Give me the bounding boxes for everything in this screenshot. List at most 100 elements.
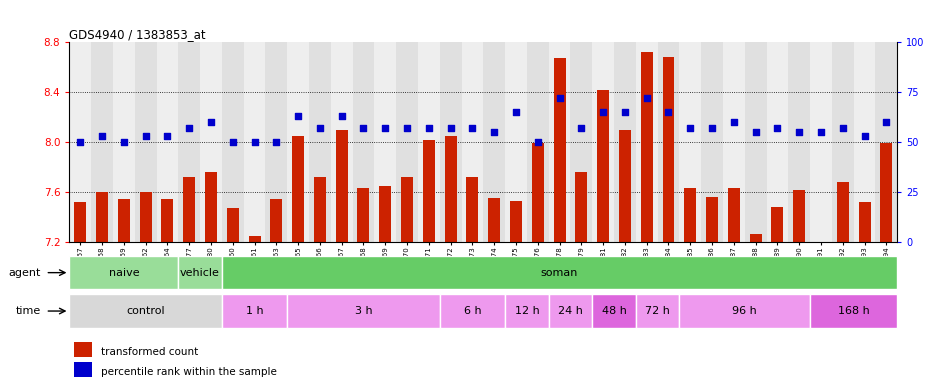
- Point: [879, 119, 894, 125]
- Bar: [309, 42, 331, 242]
- Point: [770, 125, 784, 131]
- Bar: [179, 256, 222, 289]
- Text: GDS4940 / 1383853_at: GDS4940 / 1383853_at: [69, 28, 206, 41]
- Bar: [265, 42, 288, 242]
- Text: agent: agent: [8, 268, 41, 278]
- Bar: [505, 42, 527, 242]
- Text: percentile rank within the sample: percentile rank within the sample: [101, 366, 277, 377]
- Bar: [505, 295, 549, 328]
- Bar: [614, 42, 635, 242]
- Bar: [875, 42, 897, 242]
- Text: 12 h: 12 h: [514, 306, 539, 316]
- Point: [138, 133, 153, 139]
- Bar: [635, 42, 658, 242]
- Text: 168 h: 168 h: [838, 306, 870, 316]
- Bar: [222, 256, 897, 289]
- Point: [313, 125, 327, 131]
- Point: [661, 109, 676, 115]
- Point: [857, 133, 872, 139]
- Point: [705, 125, 720, 131]
- Bar: [510, 201, 522, 242]
- Bar: [401, 177, 413, 242]
- Point: [552, 95, 567, 101]
- Bar: [270, 200, 282, 242]
- Bar: [439, 42, 462, 242]
- Point: [443, 125, 458, 131]
- Point: [530, 139, 545, 145]
- Bar: [140, 192, 152, 242]
- Bar: [396, 42, 418, 242]
- Bar: [598, 90, 610, 242]
- Bar: [592, 42, 614, 242]
- Text: 72 h: 72 h: [645, 306, 670, 316]
- Bar: [96, 192, 108, 242]
- Bar: [532, 143, 544, 242]
- Bar: [227, 208, 239, 242]
- Bar: [837, 182, 849, 242]
- Bar: [767, 42, 788, 242]
- Bar: [69, 295, 222, 328]
- Bar: [641, 52, 653, 242]
- Point: [400, 125, 414, 131]
- Bar: [679, 295, 810, 328]
- Bar: [418, 42, 439, 242]
- Bar: [462, 42, 483, 242]
- Bar: [288, 295, 439, 328]
- Bar: [701, 42, 723, 242]
- Point: [182, 125, 197, 131]
- Bar: [549, 42, 571, 242]
- Text: 1 h: 1 h: [246, 306, 264, 316]
- Text: vehicle: vehicle: [180, 268, 220, 278]
- Text: 96 h: 96 h: [733, 306, 758, 316]
- Point: [835, 125, 850, 131]
- Bar: [575, 172, 587, 242]
- Bar: [679, 42, 701, 242]
- Bar: [379, 186, 391, 242]
- Bar: [249, 236, 261, 242]
- Bar: [200, 42, 222, 242]
- Bar: [113, 42, 135, 242]
- Bar: [205, 172, 217, 242]
- Bar: [375, 42, 396, 242]
- Text: transformed count: transformed count: [101, 346, 198, 357]
- Point: [204, 119, 218, 125]
- Bar: [881, 143, 893, 242]
- Point: [814, 129, 829, 135]
- Bar: [445, 136, 457, 242]
- Point: [356, 125, 371, 131]
- Point: [639, 95, 654, 101]
- Bar: [69, 256, 179, 289]
- Bar: [243, 42, 265, 242]
- Bar: [156, 42, 179, 242]
- Point: [247, 139, 262, 145]
- Point: [378, 125, 393, 131]
- Point: [574, 125, 588, 131]
- Bar: [553, 58, 565, 242]
- Text: control: control: [127, 306, 165, 316]
- Point: [226, 139, 240, 145]
- Bar: [423, 140, 435, 242]
- Point: [334, 113, 349, 119]
- Point: [269, 139, 284, 145]
- Bar: [771, 207, 783, 242]
- Bar: [483, 42, 505, 242]
- Bar: [92, 42, 113, 242]
- Bar: [635, 295, 679, 328]
- Bar: [728, 188, 740, 242]
- Point: [117, 139, 131, 145]
- Point: [160, 133, 175, 139]
- Text: naive: naive: [108, 268, 139, 278]
- Bar: [723, 42, 745, 242]
- Point: [422, 125, 437, 131]
- Bar: [788, 42, 810, 242]
- Bar: [74, 202, 86, 242]
- Point: [618, 109, 633, 115]
- Point: [683, 125, 697, 131]
- Bar: [222, 295, 288, 328]
- Bar: [357, 188, 369, 242]
- Bar: [662, 57, 674, 242]
- Bar: [336, 130, 348, 242]
- Bar: [292, 136, 304, 242]
- Bar: [288, 42, 309, 242]
- Bar: [135, 42, 156, 242]
